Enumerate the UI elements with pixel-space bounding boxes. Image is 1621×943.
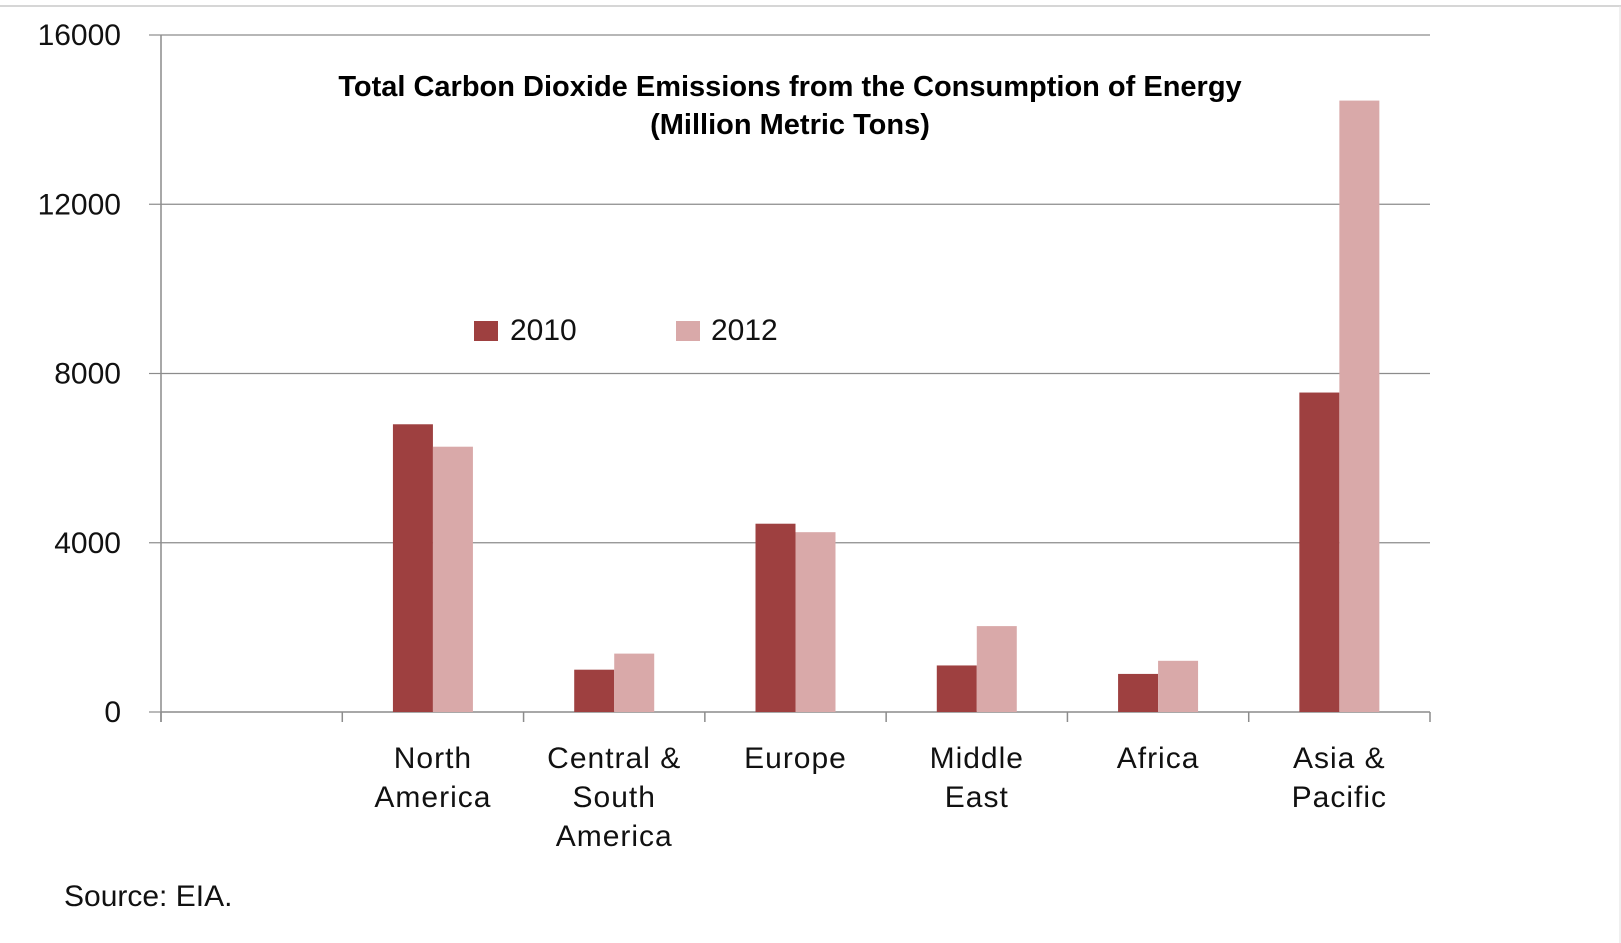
x-category-label-1: North America [374, 742, 491, 814]
bar-2010-3 [755, 523, 796, 712]
bar-2010-2 [574, 669, 615, 712]
legend: 2010 2012 [474, 314, 778, 347]
x-category-label-line: America [556, 820, 673, 853]
chart-subtitle: (Million Metric Tons) [650, 109, 930, 141]
bar-2012-4 [976, 626, 1017, 712]
chart-title: Total Carbon Dioxide Emissions from the … [338, 71, 1241, 103]
bar-2010-5 [1118, 673, 1159, 712]
y-tick-label-8000: 8000 [54, 358, 121, 391]
x-category-label-line: Pacific [1292, 781, 1387, 814]
x-category-label-line: Asia & [1293, 742, 1386, 775]
x-category-label-2: Central & South America [547, 742, 681, 853]
y-tick-label-12000: 12000 [38, 188, 121, 221]
legend-label-2012: 2012 [711, 314, 778, 347]
y-tick-label-16000: 16000 [38, 19, 121, 52]
x-category-label-line: Central & [547, 742, 681, 775]
bar-2012-6 [1339, 100, 1380, 713]
x-category-label-line: East [945, 781, 1009, 814]
bar-2010-6 [1299, 392, 1340, 712]
bar-2012-1 [432, 446, 473, 712]
x-category-label-5: Africa [1117, 742, 1200, 775]
bar-2010-4 [936, 665, 977, 712]
legend-swatch-2010 [474, 321, 498, 341]
x-category-label-line: North [394, 742, 472, 775]
bar-2010-1 [392, 424, 433, 712]
y-tick-label-0: 0 [104, 696, 121, 729]
x-category-label-line: Europe [744, 742, 847, 775]
x-category-label-4: Middle East [930, 742, 1024, 814]
x-category-label-6: Asia & Pacific [1292, 742, 1387, 814]
x-category-label-3: Europe [744, 742, 847, 775]
bar-2012-3 [795, 532, 836, 712]
bar-2012-2 [614, 653, 655, 712]
x-category-label-line: America [374, 781, 491, 814]
bar-2012-5 [1158, 660, 1199, 712]
bars [392, 100, 1380, 713]
x-category-label-line: Middle [930, 742, 1024, 775]
legend-swatch-2012 [676, 321, 700, 341]
x-category-label-line: Africa [1117, 742, 1200, 775]
x-category-label-line: South [573, 781, 656, 814]
legend-label-2010: 2010 [510, 314, 577, 347]
source-note: Source: EIA. [64, 880, 232, 913]
y-tick-label-4000: 4000 [54, 527, 121, 560]
